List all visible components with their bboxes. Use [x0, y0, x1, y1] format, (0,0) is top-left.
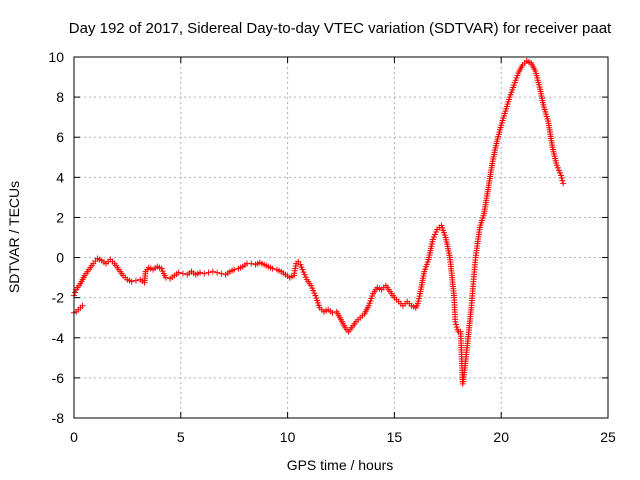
y-tick-label: 10	[48, 49, 64, 65]
data-point	[197, 269, 204, 276]
x-tick-label: 15	[387, 429, 403, 445]
data-point	[297, 261, 304, 268]
x-tick-label: 20	[493, 429, 509, 445]
y-tick-label: -8	[52, 410, 65, 426]
data-point	[299, 266, 306, 273]
data-point	[309, 285, 316, 292]
data-point	[72, 289, 79, 296]
data-point	[429, 236, 436, 243]
data-point	[162, 274, 169, 281]
data-point	[302, 274, 309, 281]
data-point	[310, 287, 317, 294]
data-point	[430, 233, 437, 240]
y-tick-label: -4	[52, 330, 65, 346]
data-point	[269, 265, 276, 272]
y-tick-label: -2	[52, 290, 65, 306]
data-point	[329, 309, 336, 316]
data-point	[300, 269, 307, 276]
data-point	[214, 269, 221, 276]
y-axis-label: SDTVAR / TECUs	[6, 181, 22, 293]
y-tick-label: 6	[56, 129, 64, 145]
data-point	[301, 271, 308, 278]
data-point	[311, 290, 318, 297]
data-point	[159, 268, 166, 275]
data-point	[298, 264, 305, 271]
data-point	[554, 164, 561, 171]
data-point	[453, 324, 460, 331]
data-point	[452, 318, 459, 325]
data-point	[295, 258, 302, 265]
data-point	[433, 228, 440, 235]
data-point	[560, 180, 567, 187]
y-tick-label: 4	[56, 169, 64, 185]
data-markers	[71, 58, 567, 387]
data-point	[201, 270, 208, 277]
data-point	[414, 300, 421, 307]
data-point	[558, 175, 565, 182]
data-point	[231, 266, 238, 273]
plot-frame	[73, 56, 609, 419]
chart-title: Day 192 of 2017, Sidereal Day-to-day VTE…	[69, 20, 612, 37]
data-point	[248, 260, 255, 267]
data-point	[431, 231, 438, 238]
data-point	[308, 282, 315, 289]
y-tick-label: 8	[56, 89, 64, 105]
data-point	[132, 277, 139, 284]
y-tick-label: -6	[52, 370, 65, 386]
grid-lines	[74, 57, 608, 418]
y-tick-label: 0	[56, 250, 64, 266]
data-point	[558, 172, 565, 179]
x-tick-label: 10	[280, 429, 296, 445]
data-point	[179, 270, 186, 277]
data-point	[79, 302, 86, 309]
axis-ticks: 0 5 10 15 20 25 -8 -6 -4 -2 0 2 4 6 8 10	[48, 49, 616, 445]
data-point	[175, 269, 182, 276]
y-tick-label: 2	[56, 209, 64, 225]
data-point	[452, 321, 459, 328]
x-tick-label: 25	[600, 429, 616, 445]
x-tick-label: 5	[177, 429, 185, 445]
data-point	[128, 278, 135, 285]
data-point	[415, 298, 422, 305]
data-point	[559, 177, 566, 184]
data-point	[209, 268, 216, 275]
data-point	[205, 269, 212, 276]
data-point	[555, 167, 562, 174]
data-point	[416, 293, 423, 300]
data-point	[158, 265, 165, 272]
data-point	[556, 169, 563, 176]
data-point	[415, 295, 422, 302]
data-point	[218, 270, 225, 277]
x-axis-label: GPS time / hours	[287, 457, 394, 473]
data-point	[553, 162, 560, 169]
x-tick-label: 0	[70, 429, 78, 445]
